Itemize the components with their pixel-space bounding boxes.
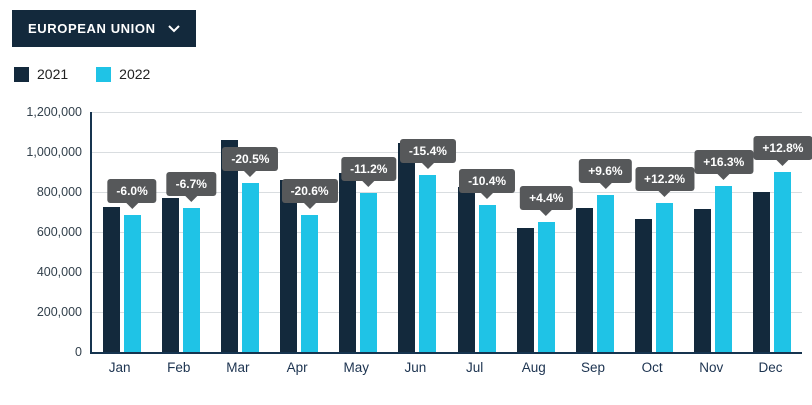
x-tick-label: Apr bbox=[286, 360, 308, 375]
x-tick-label: Sep bbox=[580, 360, 605, 375]
bar-group-jun bbox=[388, 112, 447, 352]
bar-group-dec bbox=[743, 112, 802, 352]
bar-group-may bbox=[329, 112, 388, 352]
gridline bbox=[92, 192, 802, 193]
region-dropdown-label: EUROPEAN UNION bbox=[28, 21, 156, 36]
gridline bbox=[92, 112, 802, 113]
pct-change-tooltip: -10.4% bbox=[459, 168, 516, 193]
bar-2022-oct[interactable] bbox=[656, 202, 674, 352]
bar-group-jul bbox=[447, 112, 506, 352]
x-tick-label: Oct bbox=[641, 360, 663, 375]
pct-change-tooltip: -20.5% bbox=[222, 147, 279, 172]
bar-group-aug bbox=[506, 112, 565, 352]
bar-group-mar bbox=[210, 112, 269, 352]
bar-2021-jan[interactable] bbox=[102, 206, 120, 352]
bar-2022-may[interactable] bbox=[360, 193, 378, 352]
x-tick-label: Nov bbox=[699, 360, 724, 375]
y-tick-label: 600,000 bbox=[36, 225, 82, 239]
y-tick-label: 400,000 bbox=[36, 265, 82, 279]
bar-2022-dec[interactable] bbox=[774, 172, 792, 352]
y-tick-label: 1,000,000 bbox=[26, 145, 82, 159]
legend-label-2021: 2021 bbox=[37, 66, 69, 82]
y-tick-label: 800,000 bbox=[36, 185, 82, 199]
legend-swatch-2021 bbox=[14, 66, 29, 82]
bar-2021-oct[interactable] bbox=[635, 219, 653, 352]
pct-change-tooltip: -6.0% bbox=[107, 179, 157, 204]
bar-group-oct bbox=[625, 112, 684, 352]
bar-2021-dec[interactable] bbox=[753, 192, 771, 352]
bar-group-jan bbox=[92, 112, 151, 352]
bars-container bbox=[92, 112, 802, 352]
bar-2022-jul[interactable] bbox=[478, 204, 496, 352]
y-tick-label: 1,200,000 bbox=[26, 105, 82, 119]
pct-change-tooltip: +12.8% bbox=[753, 136, 812, 160]
bar-2021-nov[interactable] bbox=[694, 209, 712, 352]
bar-2021-jun[interactable] bbox=[398, 142, 416, 352]
pct-change-tooltip: -20.6% bbox=[281, 179, 338, 204]
bar-2022-sep[interactable] bbox=[596, 194, 614, 352]
pct-change-tooltip: +16.3% bbox=[694, 150, 754, 175]
pct-change-tooltip: +12.2% bbox=[635, 166, 695, 191]
bar-2022-mar[interactable] bbox=[241, 183, 259, 352]
legend-item-2021[interactable]: 2021 bbox=[14, 66, 68, 82]
bar-group-sep bbox=[565, 112, 624, 352]
bar-2022-jun[interactable] bbox=[419, 174, 437, 352]
x-tick-label: Mar bbox=[226, 360, 250, 375]
bar-2021-aug[interactable] bbox=[516, 227, 534, 352]
x-tick-label: Dec bbox=[758, 360, 783, 375]
bar-2022-apr[interactable] bbox=[301, 215, 319, 352]
x-axis: Jan Feb Mar Apr May Jun Jul Aug Sep Oct Nov Dec bbox=[90, 356, 800, 375]
y-tick-label: 200,000 bbox=[36, 305, 82, 319]
bar-2021-jul[interactable] bbox=[457, 187, 475, 352]
plot-area: -6.0% -6.7% -20.5% -20.6% -11.2% -15.4% -10.4%… bbox=[90, 112, 812, 354]
gridline bbox=[92, 272, 802, 273]
bar-2021-apr[interactable] bbox=[280, 179, 298, 352]
y-tick-label: 0 bbox=[75, 345, 82, 359]
region-dropdown[interactable]: EUROPEAN UNION bbox=[12, 10, 196, 47]
bar-2022-feb[interactable] bbox=[182, 208, 200, 352]
chevron-down-icon bbox=[167, 21, 180, 36]
legend-swatch-2022 bbox=[96, 66, 112, 82]
x-tick-label: Feb bbox=[167, 360, 191, 375]
x-tick-label: May bbox=[343, 360, 370, 375]
y-axis: 1,200,000 1,000,000 800,000 600,000 400,000 2… bbox=[0, 105, 82, 359]
bar-2022-jan[interactable] bbox=[123, 215, 141, 352]
gridline bbox=[92, 232, 802, 233]
pct-change-tooltip: -15.4% bbox=[399, 138, 456, 163]
bar-group-apr bbox=[270, 112, 329, 352]
pct-change-tooltip: +9.6% bbox=[579, 158, 632, 183]
gridline bbox=[92, 312, 802, 313]
legend-item-2022[interactable]: 2022 bbox=[96, 66, 150, 82]
x-tick-label: Jul bbox=[465, 360, 484, 375]
pct-change-tooltip: -6.7% bbox=[166, 172, 216, 197]
pct-change-tooltip: -11.2% bbox=[341, 157, 397, 182]
x-tick-label: Aug bbox=[521, 360, 546, 375]
pct-change-tooltip: +4.4% bbox=[520, 186, 573, 210]
bar-group-feb bbox=[151, 112, 210, 352]
bar-2021-feb[interactable] bbox=[161, 197, 179, 352]
legend: 2021 2022 bbox=[14, 66, 150, 82]
bar-2021-sep[interactable] bbox=[575, 208, 593, 352]
bar-2022-nov[interactable] bbox=[715, 186, 733, 352]
bar-2022-aug[interactable] bbox=[537, 222, 555, 352]
bar-2021-mar[interactable] bbox=[220, 139, 238, 352]
legend-label-2022: 2022 bbox=[119, 66, 151, 82]
bar-group-nov bbox=[684, 112, 743, 352]
x-tick-label: Jan bbox=[108, 360, 131, 375]
bar-2021-may[interactable] bbox=[339, 173, 357, 352]
x-tick-label: Jun bbox=[404, 360, 427, 375]
